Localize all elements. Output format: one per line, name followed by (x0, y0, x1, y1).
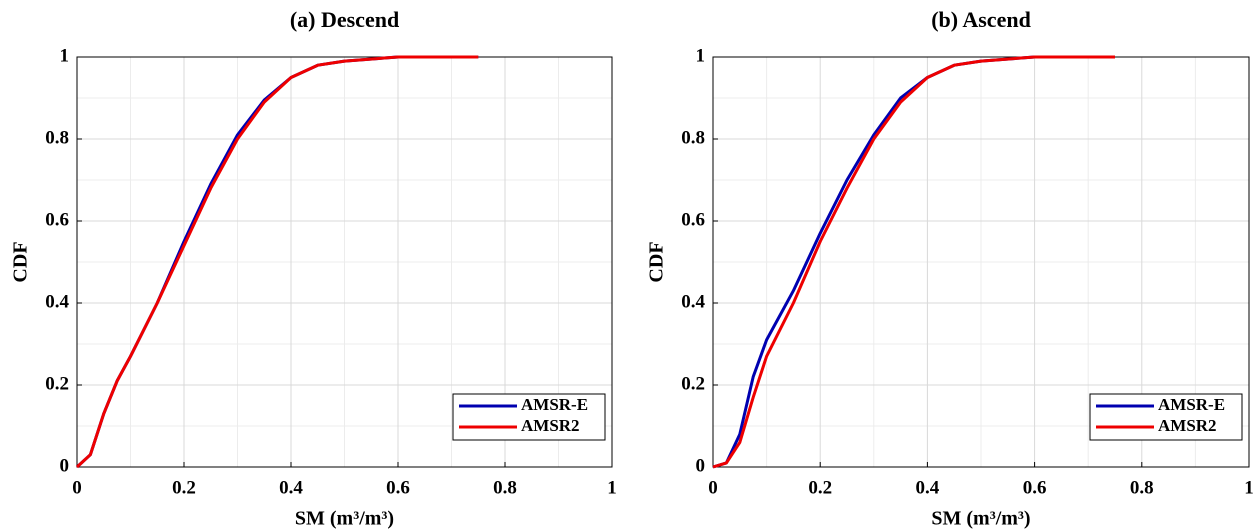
x-tick-label: 0.4 (279, 477, 303, 498)
x-tick-label: 0.6 (1023, 477, 1047, 498)
x-axis-label: SM (m³/m³) (295, 508, 394, 530)
y-axis-label: CDF (10, 241, 32, 282)
y-tick-label: 0 (696, 455, 706, 476)
x-tick-label: 0.8 (1130, 477, 1154, 498)
x-tick-label: 0.6 (386, 477, 410, 498)
chart-title: (a) Descend (290, 7, 399, 32)
x-axis-label: SM (m³/m³) (931, 508, 1030, 530)
axes-frame (712, 56, 1250, 468)
data-line (75, 55, 479, 469)
y-tick-label: 0.8 (45, 127, 69, 148)
legend-box (452, 393, 606, 441)
x-tick-label: 1 (607, 477, 617, 498)
legend-box (1089, 393, 1243, 441)
y-tick-label: 1 (696, 45, 706, 66)
x-tick-label: 0.2 (172, 477, 196, 498)
x-tick-label: 0.4 (916, 477, 940, 498)
y-tick-label: 0.2 (681, 373, 705, 394)
y-axis-label: CDF (646, 241, 668, 282)
y-tick-label: 0.4 (681, 291, 705, 312)
legend-label: AMSR-E (1158, 395, 1225, 414)
data-line (712, 55, 1115, 469)
chart-title: (b) Ascend (931, 7, 1031, 32)
legend-label: AMSR2 (521, 416, 580, 435)
y-tick-label: 0.4 (45, 291, 69, 312)
x-tick-label: 1 (1244, 477, 1254, 498)
y-tick-label: 0.2 (45, 373, 69, 394)
y-tick-label: 0.6 (681, 209, 705, 230)
x-tick-label: 0.8 (493, 477, 517, 498)
legend-label: AMSR2 (1158, 416, 1217, 435)
legend-label: AMSR-E (521, 395, 588, 414)
x-tick-label: 0 (708, 477, 718, 498)
x-tick-label: 0.2 (808, 477, 832, 498)
y-tick-label: 0 (60, 455, 70, 476)
y-tick-label: 0.6 (45, 209, 69, 230)
y-tick-label: 0.8 (681, 127, 705, 148)
axes-frame (76, 56, 613, 468)
y-tick-label: 1 (60, 45, 70, 66)
x-tick-label: 0 (72, 477, 82, 498)
